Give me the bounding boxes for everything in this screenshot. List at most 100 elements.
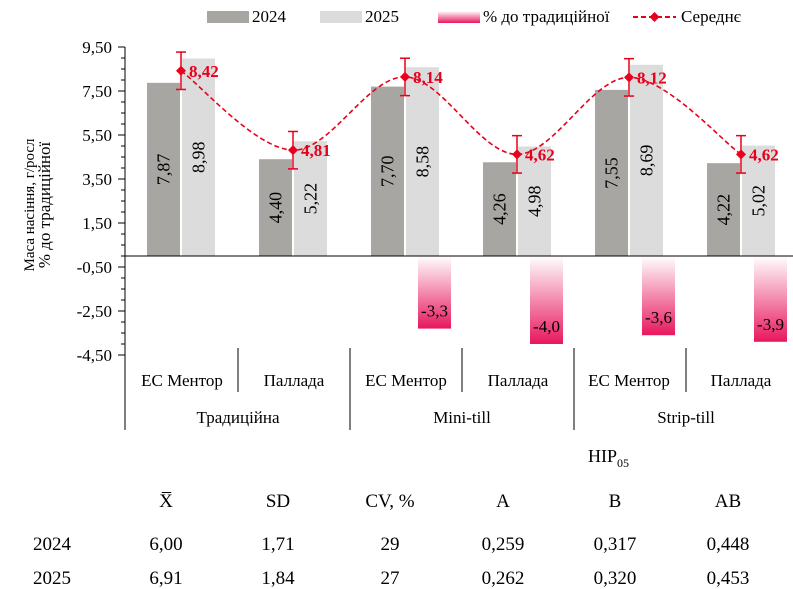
- svg-text:3,50: 3,50: [82, 170, 112, 189]
- category-label: Паллада: [711, 371, 772, 390]
- svg-text:Паллада: Паллада: [711, 371, 772, 390]
- y-tick-label: -0,50: [77, 258, 112, 277]
- category-label: ЕС Ментор: [365, 371, 447, 390]
- legend-label-2025: 2025: [365, 7, 399, 26]
- series-mean: 8,42 4,81 8,14 4,62 8,12 4,62: [176, 51, 779, 174]
- mean-label: 4,81: [301, 141, 331, 160]
- legend: 2024 2025 % до традиційної Середнє: [207, 7, 742, 26]
- table-header-cell: SD: [266, 491, 290, 512]
- y-tick-label: 1,50: [82, 214, 112, 233]
- category-label: ЕС Ментор: [141, 371, 223, 390]
- bar-label-2024: 4,22: [714, 194, 734, 226]
- table-header-cell: CV, %: [365, 491, 414, 512]
- stats-table: НІР05 X̅ SD CV, % A B AB 2024 6,00 1,71 …: [33, 446, 749, 589]
- mean-label: 8,12: [637, 68, 667, 87]
- bar-2024: [147, 82, 180, 256]
- legend-marker-mean: [649, 12, 660, 22]
- y-axis: 9,50 7,50 5,50 3,50 1,50 -0,50 -2,50 -4,…: [77, 38, 126, 365]
- table-row-year: 2024: [33, 534, 72, 555]
- svg-text:Традиційна: Традиційна: [196, 408, 280, 427]
- bar-label-2024: 7,87: [154, 154, 174, 186]
- legend-label-mean: Середнє: [681, 7, 742, 26]
- category-label: Паллада: [488, 371, 549, 390]
- table-cell: 1,71: [261, 534, 294, 555]
- table-cell: 0,317: [594, 534, 637, 555]
- mean-label: 8,14: [413, 68, 443, 87]
- table-cell: 6,00: [149, 534, 182, 555]
- table-row-year: 2025: [33, 568, 71, 589]
- table-cell: 1,84: [261, 568, 295, 589]
- y-tick-label: 9,50: [82, 38, 112, 57]
- hir-label: НІР05: [588, 446, 629, 470]
- svg-text:ЕС Ментор: ЕС Ментор: [141, 371, 223, 390]
- bar-2024: [707, 163, 740, 256]
- table-cell: 27: [381, 568, 400, 589]
- svg-text:-2,50: -2,50: [77, 302, 112, 321]
- bar-pct: [642, 256, 675, 336]
- bar-2025: [742, 145, 775, 256]
- svg-text:5,50: 5,50: [82, 126, 112, 145]
- svg-text:ЕС Ментор: ЕС Ментор: [588, 371, 670, 390]
- mean-line-path: [180, 70, 742, 156]
- bar-2025: [406, 67, 439, 257]
- legend-swatch-2025: [320, 11, 362, 23]
- bar-pct: [418, 256, 451, 329]
- svg-text:A: A: [496, 491, 510, 512]
- bar-label-pct: -3,6: [645, 308, 672, 327]
- table-header-cell: X̅: [159, 491, 173, 512]
- bar-label-2024: 4,26: [490, 193, 510, 225]
- y-tick-label: 7,50: [82, 82, 112, 101]
- y-tick-label: -4,50: [77, 346, 112, 365]
- bar-2024: [483, 162, 516, 256]
- y-tick-label: 3,50: [82, 170, 112, 189]
- mean-marker: [400, 71, 410, 82]
- mean-label: 4,62: [525, 145, 555, 164]
- y-axis-title-2: % до традиційної: [35, 141, 54, 268]
- table-row: 2024 6,00 1,71 29 0,259 0,317 0,448: [33, 534, 749, 555]
- svg-text:Паллада: Паллада: [488, 371, 549, 390]
- table-cell: 29: [381, 534, 400, 555]
- y-tick-label: 5,50: [82, 126, 112, 145]
- bar-label-2025: 8,58: [413, 146, 433, 178]
- bar-2024: [259, 159, 292, 256]
- table-header-cell: AB: [715, 491, 741, 512]
- bar-pct: [530, 256, 563, 344]
- svg-text:AB: AB: [715, 491, 741, 512]
- bar-label-pct: -4,0: [533, 317, 560, 336]
- legend-swatch-pct: [438, 11, 480, 23]
- series-2025: 8,98 5,22 8,58 4,98 8,69 5,02: [182, 58, 775, 257]
- y-axis-title-1: Маса насіння, г/росл: [22, 138, 38, 272]
- bar-2025: [182, 58, 215, 256]
- mean-marker: [624, 72, 634, 83]
- svg-text:-4,50: -4,50: [77, 346, 112, 365]
- svg-text:CV, %: CV, %: [365, 491, 414, 512]
- bar-2025: [294, 141, 327, 256]
- bar-label-2025: 4,98: [525, 185, 545, 217]
- mean-marker: [736, 149, 746, 160]
- legend-swatch-2024: [207, 11, 249, 23]
- mean-marker: [176, 65, 186, 76]
- bar-2024: [371, 86, 404, 256]
- group-label: Strip-till: [657, 408, 715, 427]
- bar-label-2025: 5,22: [301, 183, 321, 215]
- table-row: 2025 6,91 1,84 27 0,262 0,320 0,453: [33, 568, 749, 589]
- mean-label: 4,62: [749, 145, 779, 164]
- table-cell: 0,448: [707, 534, 750, 555]
- bar-label-2025: 5,02: [749, 185, 769, 217]
- series-2024: 7,87 4,40 7,70 4,26 7,55 4,22: [147, 82, 740, 257]
- svg-text:7,50: 7,50: [82, 82, 112, 101]
- bar-label-2024: 7,55: [602, 157, 622, 189]
- svg-text:Mini-till: Mini-till: [433, 408, 491, 427]
- table-cell: 6,91: [149, 568, 182, 589]
- category-axis: ЕС Ментор Паллада ЕС Ментор Паллада ЕС М…: [124, 348, 772, 430]
- mean-label: 8,42: [189, 62, 219, 81]
- y-tick-label: -2,50: [77, 302, 112, 321]
- bar-2025: [518, 146, 551, 256]
- table-header-cell: B: [609, 491, 622, 512]
- table-header-cell: A: [496, 491, 510, 512]
- hir-subscript: 05: [617, 456, 629, 470]
- legend-label-2024: 2024: [252, 7, 287, 26]
- table-cell: 0,259: [482, 534, 525, 555]
- svg-text:B: B: [609, 491, 622, 512]
